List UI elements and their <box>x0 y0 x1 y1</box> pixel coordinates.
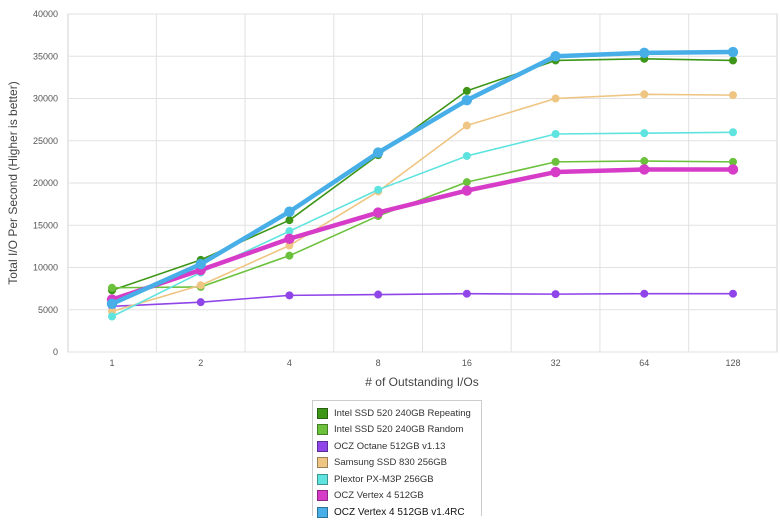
y-tick-label: 0 <box>53 347 58 357</box>
line-chart: 0 5000 10000 15000 20000 25000 30000 35000 40000… <box>6 9 778 389</box>
data-point[interactable] <box>462 121 471 130</box>
y-tick-label: 25000 <box>33 136 58 146</box>
y-tick-label: 20000 <box>33 178 58 188</box>
data-point[interactable] <box>106 298 118 310</box>
data-point[interactable] <box>285 227 294 236</box>
data-point[interactable] <box>550 51 561 62</box>
data-point[interactable] <box>639 164 650 175</box>
legend-label: Plextor PX-M3P 256GB <box>334 473 434 485</box>
legend-item[interactable]: Intel SSD 520 240GB Random <box>317 422 481 439</box>
data-point[interactable] <box>727 46 739 58</box>
x-tick-label: 2 <box>198 358 203 368</box>
x-tick-label: 8 <box>376 358 381 368</box>
series-line <box>109 167 736 302</box>
data-point[interactable] <box>284 206 295 217</box>
data-point[interactable] <box>551 94 560 103</box>
x-tick-label: 16 <box>462 358 472 368</box>
legend-item[interactable]: Intel SSD 520 240GB Repeating <box>317 405 481 422</box>
data-point[interactable] <box>374 290 383 299</box>
y-tick-label: 30000 <box>33 94 58 104</box>
data-point[interactable] <box>196 281 205 290</box>
legend-swatch <box>317 440 328 452</box>
legend-label: OCZ Vertex 4 512GB v1.4RC <box>334 506 465 518</box>
legend-swatch <box>317 407 328 419</box>
x-tick-label: 4 <box>287 358 292 368</box>
legend-swatch <box>317 490 328 502</box>
y-tick-label: 10000 <box>33 263 58 273</box>
data-point[interactable] <box>285 291 294 300</box>
legend: Intel SSD 520 240GB Repeating Intel SSD 5… <box>312 400 482 518</box>
legend-label: OCZ Vertex 4 512GB <box>334 490 424 502</box>
data-point[interactable] <box>640 90 649 99</box>
x-axis-label: # of Outstanding I/Os <box>365 375 478 389</box>
data-point[interactable] <box>372 207 384 218</box>
data-point[interactable] <box>372 147 384 158</box>
data-point[interactable] <box>729 91 737 100</box>
data-point[interactable] <box>108 312 116 321</box>
legend-swatch <box>317 473 328 485</box>
legend-item[interactable]: OCZ Vertex 4 512GB <box>317 488 481 505</box>
data-point[interactable] <box>551 290 560 299</box>
legend-item[interactable]: Plextor PX-M3P 256GB <box>317 471 481 488</box>
x-tick-label: 32 <box>551 358 561 368</box>
series-line <box>111 93 734 313</box>
y-tick-label: 15000 <box>33 220 58 230</box>
data-point[interactable] <box>461 94 473 106</box>
data-point[interactable] <box>551 157 560 166</box>
x-tick-label: 1 <box>109 358 114 368</box>
legend-label: OCZ Octane 512GB v1.13 <box>334 440 446 452</box>
x-tick-label: 128 <box>725 358 740 368</box>
data-point[interactable] <box>727 164 739 175</box>
series-line <box>109 49 736 307</box>
series-ocz-vertex-4-512gb-v1-4rc <box>106 46 739 310</box>
legend-swatch <box>317 424 328 436</box>
data-point[interactable] <box>729 128 737 137</box>
legend-label: Intel SSD 520 240GB Random <box>334 424 464 436</box>
data-point[interactable] <box>196 298 205 307</box>
y-tick-label: 40000 <box>33 9 58 19</box>
data-point[interactable] <box>285 251 294 260</box>
x-tick-label: 64 <box>639 358 649 368</box>
data-point[interactable] <box>551 129 560 138</box>
series-line <box>111 292 734 308</box>
y-axis-label: Total I/O Per Second (Higher is better) <box>6 81 20 284</box>
y-tick-label: 35000 <box>33 51 58 61</box>
data-point[interactable] <box>461 185 473 196</box>
data-point[interactable] <box>729 157 737 166</box>
data-point[interactable] <box>462 86 471 95</box>
data-point[interactable] <box>550 166 561 178</box>
data-point[interactable] <box>284 233 295 244</box>
data-point[interactable] <box>462 289 471 298</box>
y-tick-label: 5000 <box>38 305 58 315</box>
data-point[interactable] <box>639 47 650 59</box>
data-point[interactable] <box>462 178 471 187</box>
data-point[interactable] <box>729 56 737 65</box>
data-point[interactable] <box>374 185 383 194</box>
x-tick-labels: 1 2 4 8 16 32 64 128 <box>109 358 740 368</box>
legend-item[interactable]: Samsung SSD 830 256GB <box>317 455 481 472</box>
data-point[interactable] <box>729 289 737 298</box>
legend-label: Samsung SSD 830 256GB <box>334 457 448 469</box>
series-lines <box>106 46 739 321</box>
series-line <box>111 160 734 289</box>
legend-label: Intel SSD 520 240GB Repeating <box>334 407 471 419</box>
data-point[interactable] <box>195 258 206 270</box>
data-point[interactable] <box>108 283 116 292</box>
legend-swatch <box>317 506 328 518</box>
data-point[interactable] <box>640 129 649 138</box>
y-tick-labels: 0 5000 10000 15000 20000 25000 30000 35000 40000 <box>33 9 58 357</box>
data-point[interactable] <box>285 216 294 225</box>
data-point[interactable] <box>640 157 649 166</box>
data-point[interactable] <box>462 151 471 160</box>
grid-lines <box>68 13 777 353</box>
legend-swatch <box>317 457 328 469</box>
legend-item[interactable]: OCZ Vertex 4 512GB v1.4RC <box>317 504 481 521</box>
legend-item[interactable]: OCZ Octane 512GB v1.13 <box>317 438 481 455</box>
series-ocz-vertex-4-512gb <box>106 164 739 305</box>
data-point[interactable] <box>640 289 649 298</box>
